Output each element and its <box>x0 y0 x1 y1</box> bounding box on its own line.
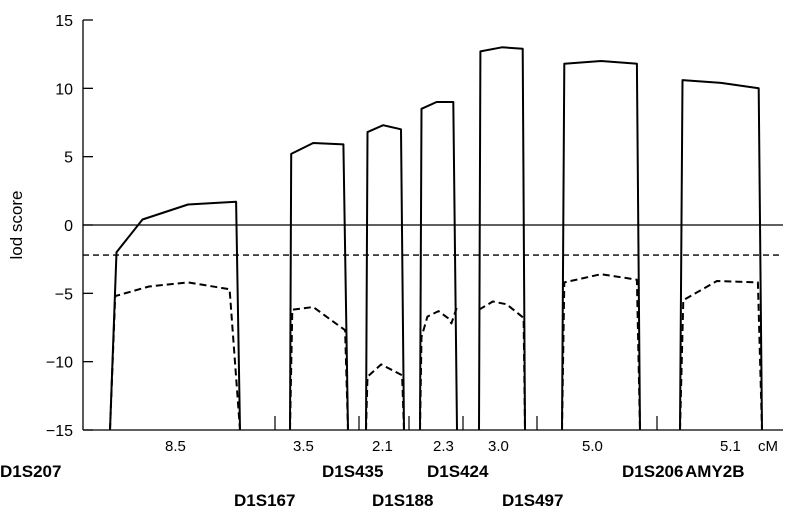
y-tick-label: −15 <box>46 423 73 440</box>
dashed-lod-curve <box>365 363 405 431</box>
dashed-lod-curve <box>109 281 241 431</box>
interval-distance-label: 5.1 <box>720 438 741 455</box>
marker-label: D1S167 <box>234 491 295 510</box>
interval-distance-label: 2.1 <box>372 438 393 455</box>
label-layer: 8.5 3.5 2.1 2.3 3.0 5.0 5.1 cM D1S207 D1S167 D1S43… <box>0 438 778 510</box>
marker-label: D1S188 <box>372 491 433 510</box>
dashed-lod-curve <box>561 273 641 431</box>
reference-lines <box>83 224 783 256</box>
marker-label: D1S206 <box>622 462 683 481</box>
interval-distance-label: 2.3 <box>433 438 454 455</box>
interval-distance-label: 3.5 <box>293 438 314 455</box>
solid-lod-curve <box>109 200 241 431</box>
y-tick-label: −5 <box>55 286 73 303</box>
marker-label: D1S207 <box>0 462 61 481</box>
solid-lod-curve <box>419 101 458 431</box>
marker-label: AMY2B <box>685 462 745 481</box>
y-tick-label: 10 <box>55 81 73 98</box>
axis-layer: −15 −10 −5 0 5 10 15 <box>46 13 783 440</box>
y-tick-label: 0 <box>64 218 73 235</box>
dashed-lod-curve <box>419 306 458 431</box>
marker-label: D1S435 <box>322 462 383 481</box>
y-tick-label: 5 <box>64 150 73 167</box>
solid-lod-curve <box>289 142 349 431</box>
marker-label: D1S497 <box>502 491 563 510</box>
marker-label: D1S424 <box>427 462 489 481</box>
interval-distance-label: 5.0 <box>582 438 603 455</box>
solid-lod-curve <box>561 60 641 431</box>
solid-lod-curve <box>478 46 526 431</box>
interval-distance-label: 3.0 <box>488 438 509 455</box>
dashed-lod-curve <box>289 306 349 431</box>
distance-unit-label: cM <box>758 438 778 455</box>
solid-lod-curve <box>679 79 763 431</box>
y-tick-label: −10 <box>46 355 73 372</box>
series-layer <box>109 46 763 431</box>
dashed-lod-curve <box>478 300 526 431</box>
y-tick-label: 15 <box>55 13 73 30</box>
dashed-lod-curve <box>679 280 763 431</box>
y-axis-label: lod score <box>7 191 26 260</box>
interval-distance-label: 8.5 <box>165 438 186 455</box>
solid-lod-curve <box>365 124 405 431</box>
